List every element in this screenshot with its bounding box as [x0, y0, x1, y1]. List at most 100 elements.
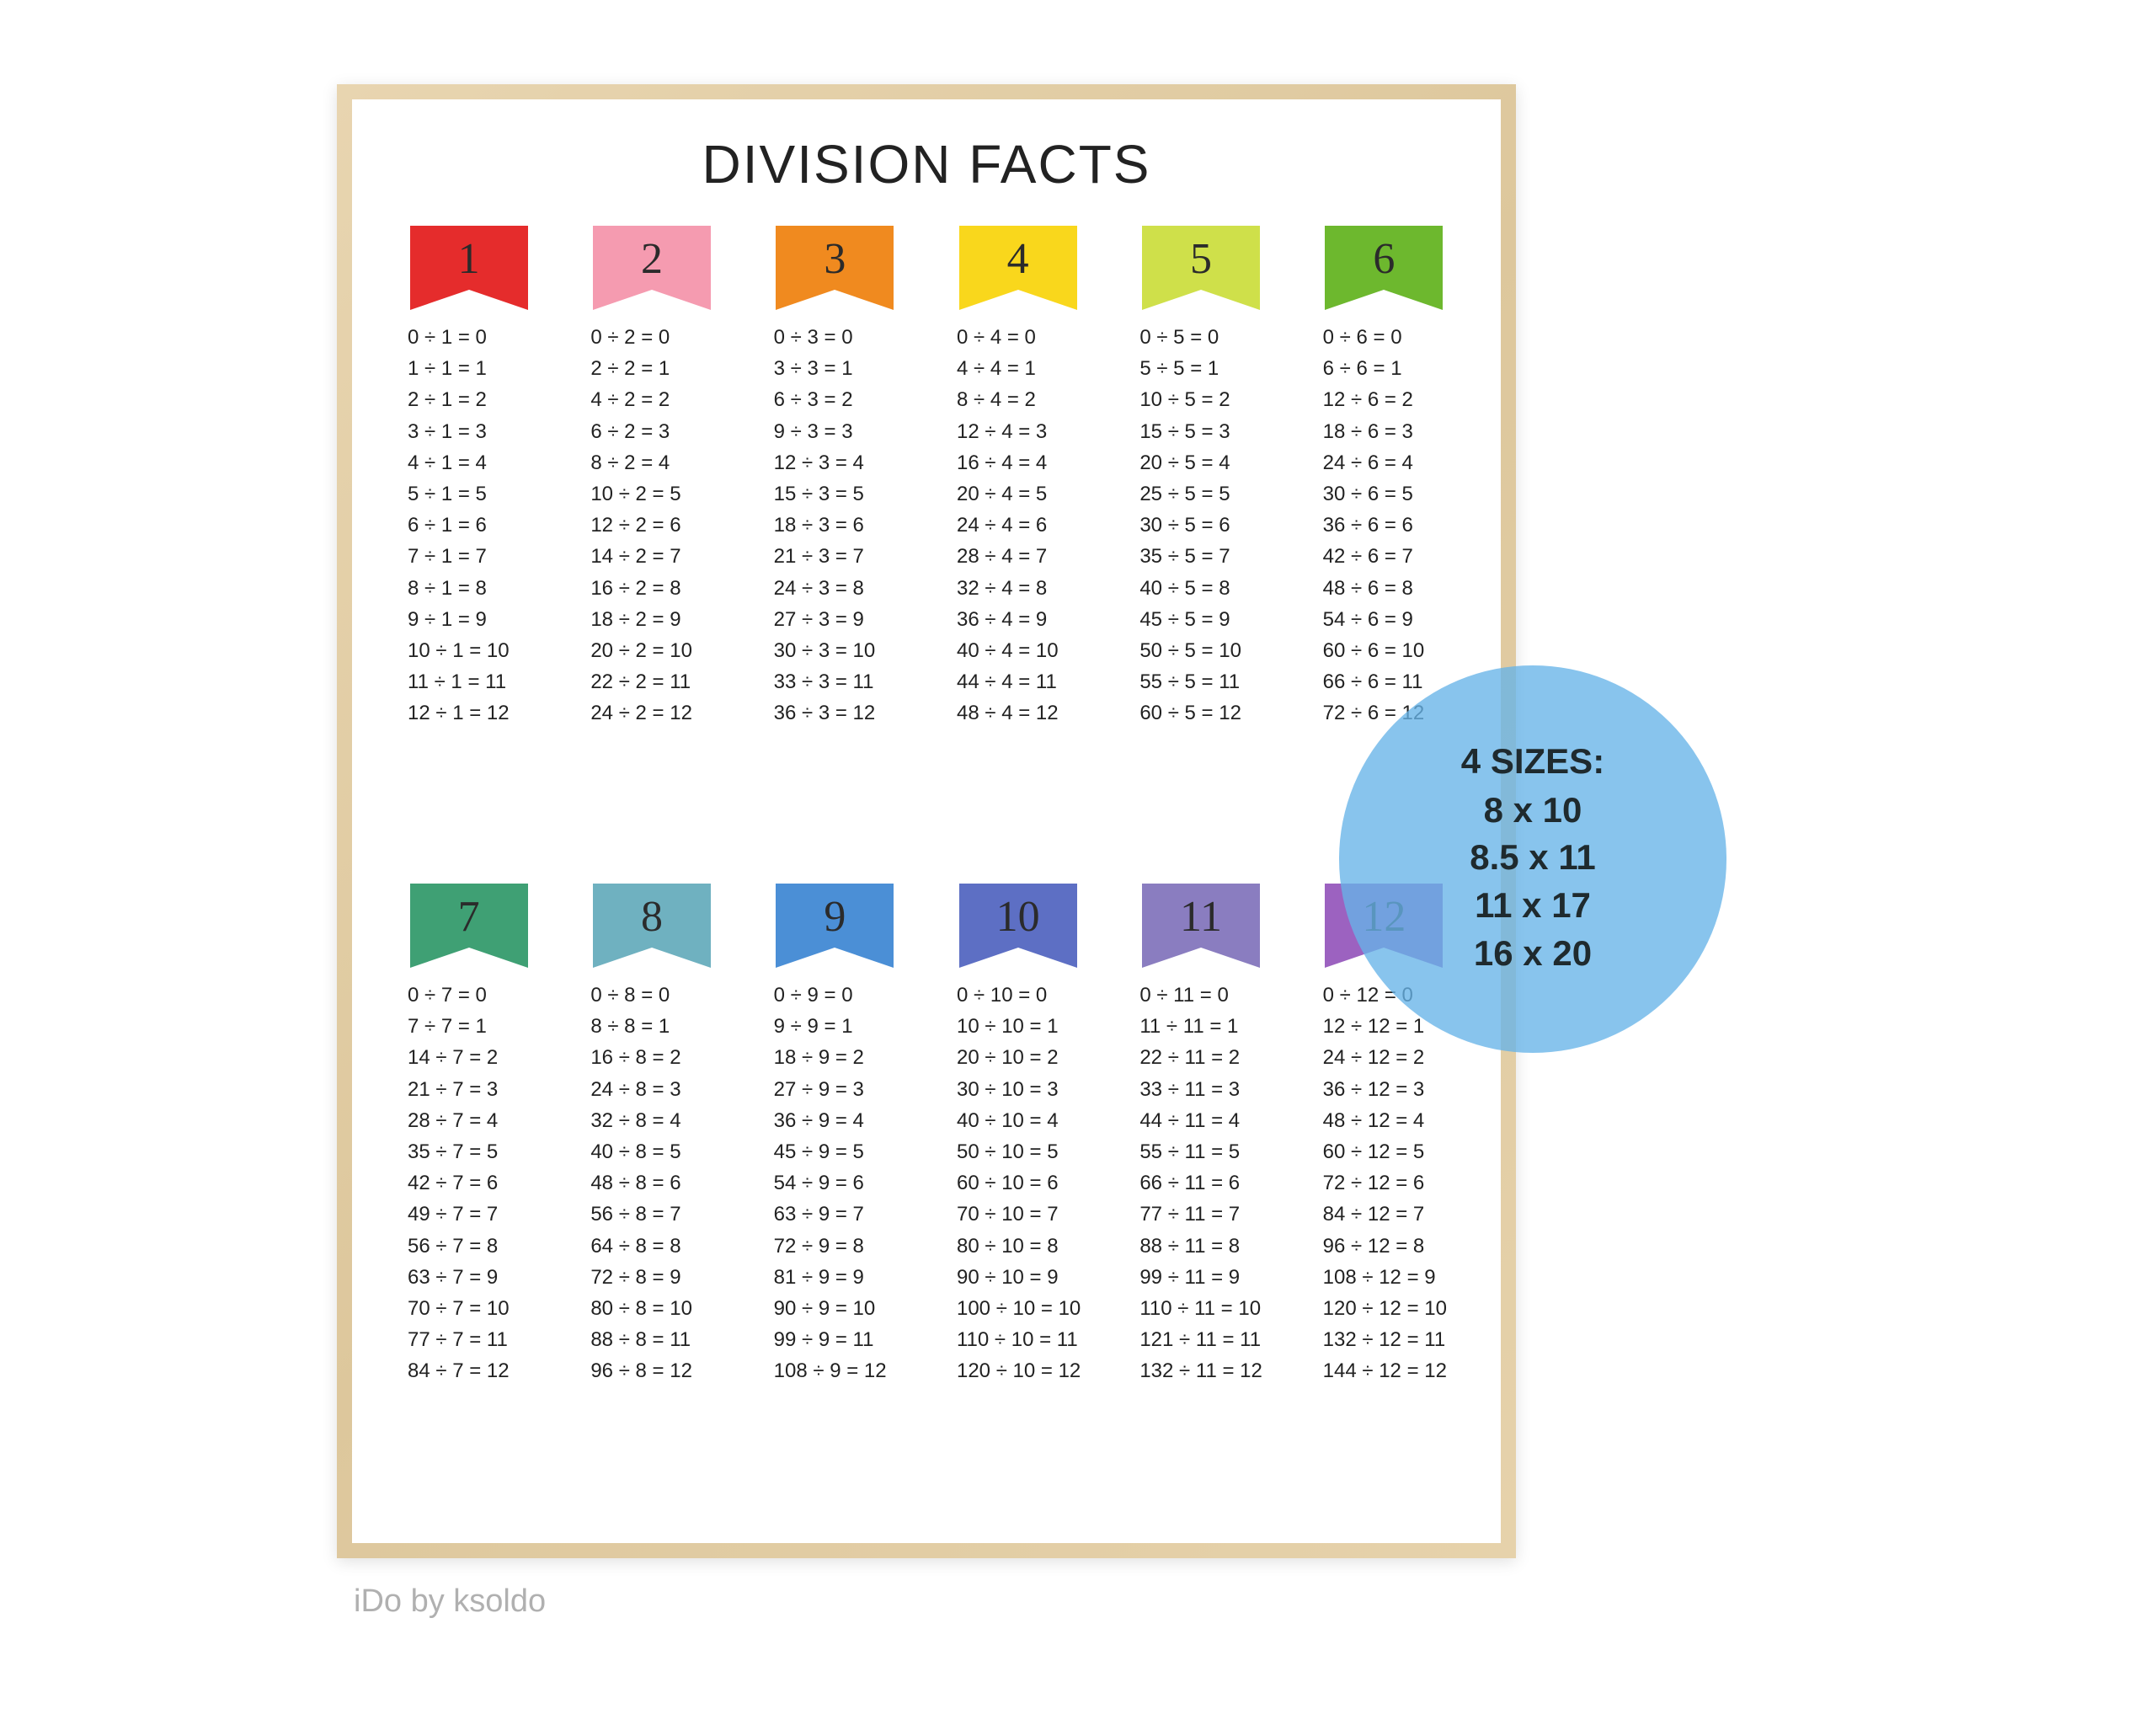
- fact-line: 30 ÷ 10 = 3: [957, 1074, 1059, 1105]
- fact-line: 44 ÷ 11 = 4: [1139, 1105, 1240, 1136]
- fact-line: 2 ÷ 2 = 1: [590, 353, 670, 384]
- facts-list: 0 ÷ 7 = 07 ÷ 7 = 114 ÷ 7 = 221 ÷ 7 = 328…: [386, 980, 552, 1386]
- fact-line: 30 ÷ 3 = 10: [774, 635, 876, 666]
- fact-line: 6 ÷ 6 = 1: [1323, 353, 1402, 384]
- fact-line: 99 ÷ 11 = 9: [1139, 1262, 1240, 1293]
- fact-line: 90 ÷ 9 = 10: [774, 1293, 876, 1324]
- column-banner: 3: [776, 226, 894, 310]
- fact-line: 50 ÷ 5 = 10: [1139, 635, 1241, 666]
- fact-line: 0 ÷ 2 = 0: [590, 322, 670, 353]
- fact-line: 8 ÷ 2 = 4: [590, 447, 670, 478]
- fact-line: 108 ÷ 12 = 9: [1323, 1262, 1436, 1293]
- fact-line: 42 ÷ 7 = 6: [408, 1167, 498, 1199]
- sizes-badge-title: 4 SIZES:: [1461, 741, 1604, 782]
- fact-line: 8 ÷ 8 = 1: [590, 1011, 670, 1042]
- banner-number: 2: [641, 238, 663, 281]
- column-banner: 5: [1142, 226, 1260, 310]
- facts-list: 0 ÷ 11 = 011 ÷ 11 = 122 ÷ 11 = 233 ÷ 11 …: [1118, 980, 1283, 1386]
- facts-column: 30 ÷ 3 = 03 ÷ 3 = 16 ÷ 3 = 29 ÷ 3 = 312 …: [752, 226, 918, 860]
- fact-line: 33 ÷ 11 = 3: [1139, 1074, 1240, 1105]
- fact-line: 56 ÷ 8 = 7: [590, 1199, 680, 1230]
- facts-list: 0 ÷ 2 = 02 ÷ 2 = 14 ÷ 2 = 26 ÷ 2 = 38 ÷ …: [568, 322, 734, 729]
- fact-line: 24 ÷ 12 = 2: [1323, 1042, 1425, 1073]
- facts-column: 11 0 ÷ 11 = 011 ÷ 11 = 122 ÷ 11 = 233 ÷ 1…: [1118, 884, 1283, 1518]
- fact-line: 0 ÷ 4 = 0: [957, 322, 1036, 353]
- fact-line: 24 ÷ 8 = 3: [590, 1074, 680, 1105]
- banner-number: 1: [458, 238, 480, 281]
- fact-line: 36 ÷ 6 = 6: [1323, 510, 1413, 541]
- fact-line: 0 ÷ 6 = 0: [1323, 322, 1402, 353]
- fact-line: 132 ÷ 12 = 11: [1323, 1324, 1446, 1355]
- fact-line: 24 ÷ 3 = 8: [774, 573, 864, 604]
- attribution-text: iDo by ksoldo: [354, 1583, 546, 1620]
- fact-line: 36 ÷ 12 = 3: [1323, 1074, 1425, 1105]
- fact-line: 100 ÷ 10 = 10: [957, 1293, 1081, 1324]
- fact-line: 88 ÷ 11 = 8: [1139, 1231, 1240, 1262]
- fact-line: 10 ÷ 2 = 5: [590, 478, 680, 510]
- fact-line: 63 ÷ 7 = 9: [408, 1262, 498, 1293]
- banner-number: 8: [641, 895, 663, 939]
- fact-line: 48 ÷ 8 = 6: [590, 1167, 680, 1199]
- fact-line: 0 ÷ 10 = 0: [957, 980, 1047, 1011]
- fact-line: 20 ÷ 5 = 4: [1139, 447, 1230, 478]
- fact-line: 121 ÷ 11 = 11: [1139, 1324, 1261, 1355]
- fact-line: 77 ÷ 11 = 7: [1139, 1199, 1240, 1230]
- fact-line: 36 ÷ 9 = 4: [774, 1105, 864, 1136]
- fact-line: 4 ÷ 1 = 4: [408, 447, 487, 478]
- fact-line: 8 ÷ 4 = 2: [957, 384, 1036, 415]
- fact-line: 30 ÷ 5 = 6: [1139, 510, 1230, 541]
- fact-line: 70 ÷ 7 = 10: [408, 1293, 510, 1324]
- fact-line: 60 ÷ 10 = 6: [957, 1167, 1059, 1199]
- fact-line: 84 ÷ 7 = 12: [408, 1355, 510, 1386]
- facts-column: 100 ÷ 10 = 010 ÷ 10 = 120 ÷ 10 = 230 ÷ 1…: [935, 884, 1101, 1518]
- fact-line: 40 ÷ 10 = 4: [957, 1105, 1059, 1136]
- facts-list: 0 ÷ 8 = 08 ÷ 8 = 116 ÷ 8 = 224 ÷ 8 = 332…: [568, 980, 734, 1386]
- fact-line: 18 ÷ 9 = 2: [774, 1042, 864, 1073]
- fact-line: 11 ÷ 1 = 11: [408, 666, 506, 697]
- facts-column: 8 0 ÷ 8 = 08 ÷ 8 = 116 ÷ 8 = 224 ÷ 8 = 33…: [568, 884, 734, 1518]
- fact-line: 49 ÷ 7 = 7: [408, 1199, 498, 1230]
- poster-canvas: DIVISION FACTS 10 ÷ 1 = 01 ÷ 1 = 12 ÷ 1 …: [352, 99, 1501, 1543]
- facts-grid: 10 ÷ 1 = 01 ÷ 1 = 12 ÷ 1 = 23 ÷ 1 = 34 ÷…: [386, 226, 1467, 1518]
- column-banner: 10: [959, 884, 1077, 968]
- fact-line: 6 ÷ 3 = 2: [774, 384, 853, 415]
- fact-line: 44 ÷ 4 = 11: [957, 666, 1057, 697]
- banner-number: 7: [458, 895, 480, 939]
- fact-line: 24 ÷ 4 = 6: [957, 510, 1047, 541]
- column-banner: 1: [410, 226, 528, 310]
- fact-line: 12 ÷ 4 = 3: [957, 416, 1047, 447]
- fact-line: 6 ÷ 1 = 6: [408, 510, 487, 541]
- fact-line: 32 ÷ 8 = 4: [590, 1105, 680, 1136]
- fact-line: 16 ÷ 4 = 4: [957, 447, 1047, 478]
- fact-line: 60 ÷ 6 = 10: [1323, 635, 1425, 666]
- fact-line: 12 ÷ 6 = 2: [1323, 384, 1413, 415]
- fact-line: 66 ÷ 6 = 11: [1323, 666, 1423, 697]
- fact-line: 96 ÷ 12 = 8: [1323, 1231, 1425, 1262]
- fact-line: 72 ÷ 12 = 6: [1323, 1167, 1425, 1199]
- fact-line: 9 ÷ 9 = 1: [774, 1011, 853, 1042]
- fact-line: 40 ÷ 8 = 5: [590, 1136, 680, 1167]
- banner-number: 11: [1180, 895, 1222, 939]
- sizes-badge: 4 SIZES: 8 x 10 8.5 x 11 11 x 17 16 x 20: [1339, 665, 1726, 1053]
- banner-number: 6: [1373, 238, 1395, 281]
- poster-title: DIVISION FACTS: [386, 133, 1467, 195]
- fact-line: 8 ÷ 1 = 8: [408, 573, 487, 604]
- fact-line: 45 ÷ 5 = 9: [1139, 604, 1230, 635]
- sizes-line: 8.5 x 11: [1470, 834, 1595, 882]
- fact-line: 7 ÷ 7 = 1: [408, 1011, 487, 1042]
- fact-line: 2 ÷ 1 = 2: [408, 384, 487, 415]
- fact-line: 120 ÷ 10 = 12: [957, 1355, 1081, 1386]
- fact-line: 16 ÷ 8 = 2: [590, 1042, 680, 1073]
- facts-column: 90 ÷ 9 = 09 ÷ 9 = 118 ÷ 9 = 227 ÷ 9 = 33…: [752, 884, 918, 1518]
- fact-line: 35 ÷ 5 = 7: [1139, 541, 1230, 572]
- fact-line: 42 ÷ 6 = 7: [1323, 541, 1413, 572]
- fact-line: 72 ÷ 8 = 9: [590, 1262, 680, 1293]
- fact-line: 56 ÷ 7 = 8: [408, 1231, 498, 1262]
- facts-column: 7 0 ÷ 7 = 07 ÷ 7 = 114 ÷ 7 = 221 ÷ 7 = 32…: [386, 884, 552, 1518]
- fact-line: 20 ÷ 2 = 10: [590, 635, 692, 666]
- fact-line: 110 ÷ 10 = 11: [957, 1324, 1078, 1355]
- fact-line: 0 ÷ 5 = 0: [1139, 322, 1219, 353]
- fact-line: 18 ÷ 6 = 3: [1323, 416, 1413, 447]
- fact-line: 24 ÷ 2 = 12: [590, 697, 692, 729]
- fact-line: 64 ÷ 8 = 8: [590, 1231, 680, 1262]
